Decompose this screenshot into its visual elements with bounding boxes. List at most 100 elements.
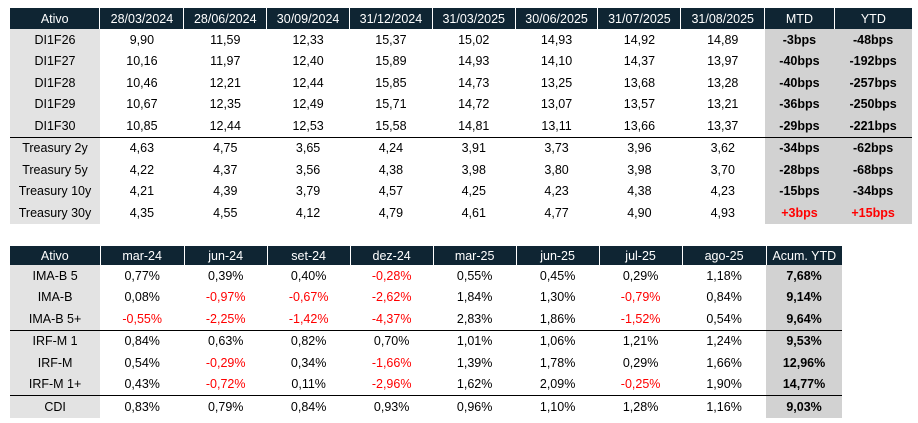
table-row: DI1F26 9,90 11,59 12,33 15,37 15,02 14,93 14,92… bbox=[10, 29, 912, 51]
mtd-cell: -40bps bbox=[764, 50, 835, 72]
value-cell: 3,96 bbox=[597, 136, 681, 159]
value-cell: 13,68 bbox=[597, 72, 681, 94]
value-cell: 3,62 bbox=[680, 136, 765, 159]
value-cell: 13,21 bbox=[680, 93, 765, 115]
acum-ytd-cell: 14,77% bbox=[766, 373, 842, 396]
table-row: DI1F28 10,46 12,21 12,44 15,85 14,73 13,25 13,6… bbox=[10, 72, 912, 94]
value-cell: 14,93 bbox=[432, 50, 516, 72]
value-cell: 1,21% bbox=[599, 329, 683, 352]
value-cell: -2,62% bbox=[350, 286, 434, 308]
ytd-cell: +15bps bbox=[834, 202, 912, 224]
value-cell: 4,35 bbox=[99, 202, 184, 224]
returns-table: Ativo mar-24 jun-24 set-24 dez-24 mar-25 jun-2… bbox=[10, 246, 842, 418]
returns-header-cell: mar-25 bbox=[433, 246, 517, 265]
value-cell: -1,42% bbox=[267, 308, 351, 330]
value-cell: 0,55% bbox=[433, 265, 517, 287]
value-cell: 0,79% bbox=[184, 395, 268, 418]
value-cell: 0,93% bbox=[350, 395, 434, 418]
yields-header-cell: 31/12/2024 bbox=[349, 8, 433, 29]
ytd-cell: -221bps bbox=[834, 115, 912, 137]
mtd-cell: -15bps bbox=[764, 180, 835, 202]
value-cell: 4,61 bbox=[432, 202, 516, 224]
value-cell: 1,30% bbox=[516, 286, 600, 308]
row-label: DI1F30 bbox=[10, 115, 100, 137]
value-cell: 4,55 bbox=[183, 202, 267, 224]
value-cell: 1,10% bbox=[516, 395, 600, 418]
value-cell: 0,54% bbox=[682, 308, 767, 330]
value-cell: 0,54% bbox=[100, 352, 185, 374]
value-cell: 4,12 bbox=[266, 202, 350, 224]
row-label: IMA-B 5 bbox=[10, 265, 101, 287]
value-cell: 11,97 bbox=[183, 50, 267, 72]
value-cell: 1,24% bbox=[682, 329, 767, 352]
value-cell: 3,73 bbox=[515, 136, 598, 159]
value-cell: 0,11% bbox=[267, 373, 351, 396]
yields-header-cell: YTD bbox=[834, 8, 912, 29]
row-label: DI1F28 bbox=[10, 72, 100, 94]
ytd-cell: -257bps bbox=[834, 72, 912, 94]
returns-header-cell: ago-25 bbox=[682, 246, 767, 265]
value-cell: 1,18% bbox=[682, 265, 767, 287]
value-cell: -0,72% bbox=[184, 373, 268, 396]
value-cell: 12,53 bbox=[266, 115, 350, 137]
table-row: IMA-B 5 0,77% 0,39% 0,40% -0,28% 0,55% 0,45% 0,… bbox=[10, 265, 842, 287]
value-cell: 3,98 bbox=[432, 159, 516, 181]
value-cell: 0,70% bbox=[350, 329, 434, 352]
table-row: DI1F29 10,67 12,35 12,49 15,71 14,72 13,07 13,5… bbox=[10, 93, 912, 115]
mtd-cell: -28bps bbox=[764, 159, 835, 181]
value-cell: 13,57 bbox=[597, 93, 681, 115]
table-row: Treasury 10y 4,21 4,39 3,79 4,57 4,25 4,23 4,38… bbox=[10, 180, 912, 202]
value-cell: -4,37% bbox=[350, 308, 434, 330]
value-cell: 0,96% bbox=[433, 395, 517, 418]
value-cell: -0,97% bbox=[184, 286, 268, 308]
yields-header-row: Ativo 28/03/2024 28/06/2024 30/09/2024 31/12… bbox=[10, 8, 912, 29]
table-row: IRF-M 1+ 0,43% -0,72% 0,11% -2,96% 1,62% 2,09%… bbox=[10, 373, 842, 396]
row-label: DI1F26 bbox=[10, 29, 100, 51]
value-cell: 4,79 bbox=[349, 202, 433, 224]
mtd-cell: +3bps bbox=[764, 202, 835, 224]
value-cell: 0,82% bbox=[267, 329, 351, 352]
value-cell: 4,38 bbox=[597, 180, 681, 202]
value-cell: 10,85 bbox=[99, 115, 184, 137]
mtd-cell: -36bps bbox=[764, 93, 835, 115]
value-cell: 3,56 bbox=[266, 159, 350, 181]
value-cell: 0,84% bbox=[267, 395, 351, 418]
value-cell: 13,28 bbox=[680, 72, 765, 94]
yields-header-cell: 28/06/2024 bbox=[183, 8, 268, 29]
returns-header-cell: Ativo bbox=[10, 246, 101, 265]
value-cell: 9,90 bbox=[99, 29, 184, 51]
value-cell: 4,23 bbox=[515, 180, 598, 202]
row-label: DI1F27 bbox=[10, 50, 100, 72]
value-cell: 15,85 bbox=[349, 72, 433, 94]
ytd-cell: -192bps bbox=[834, 50, 912, 72]
mtd-cell: -29bps bbox=[764, 115, 835, 137]
returns-header-cell: jun-24 bbox=[184, 246, 268, 265]
value-cell: 4,57 bbox=[349, 180, 433, 202]
value-cell: 1,90% bbox=[682, 373, 767, 396]
value-cell: 3,70 bbox=[680, 159, 765, 181]
value-cell: -2,25% bbox=[184, 308, 268, 330]
acum-ytd-cell: 9,53% bbox=[766, 329, 842, 352]
value-cell: 13,07 bbox=[515, 93, 598, 115]
value-cell: 1,16% bbox=[682, 395, 767, 418]
value-cell: 1,66% bbox=[682, 352, 767, 374]
mtd-cell: -34bps bbox=[764, 136, 835, 159]
value-cell: -2,96% bbox=[350, 373, 434, 396]
value-cell: 15,02 bbox=[432, 29, 516, 51]
row-label: IRF-M bbox=[10, 352, 101, 374]
ytd-cell: -34bps bbox=[834, 180, 912, 202]
value-cell: 1,62% bbox=[433, 373, 517, 396]
value-cell: 0,63% bbox=[184, 329, 268, 352]
table-row: DI1F27 10,16 11,97 12,40 15,89 14,93 14,10 14,3… bbox=[10, 50, 912, 72]
value-cell: 4,23 bbox=[680, 180, 765, 202]
value-cell: 4,25 bbox=[432, 180, 516, 202]
value-cell: 12,44 bbox=[266, 72, 350, 94]
returns-header-row: Ativo mar-24 jun-24 set-24 dez-24 mar-25 jun-2… bbox=[10, 246, 842, 265]
value-cell: -0,28% bbox=[350, 265, 434, 287]
value-cell: 0,29% bbox=[599, 352, 683, 374]
value-cell: 4,77 bbox=[515, 202, 598, 224]
value-cell: 10,46 bbox=[99, 72, 184, 94]
value-cell: 14,73 bbox=[432, 72, 516, 94]
row-label: CDI bbox=[10, 395, 101, 418]
table-row: IMA-B 0,08% -0,97% -0,67% -2,62% 1,84% 1,30% -0… bbox=[10, 286, 842, 308]
